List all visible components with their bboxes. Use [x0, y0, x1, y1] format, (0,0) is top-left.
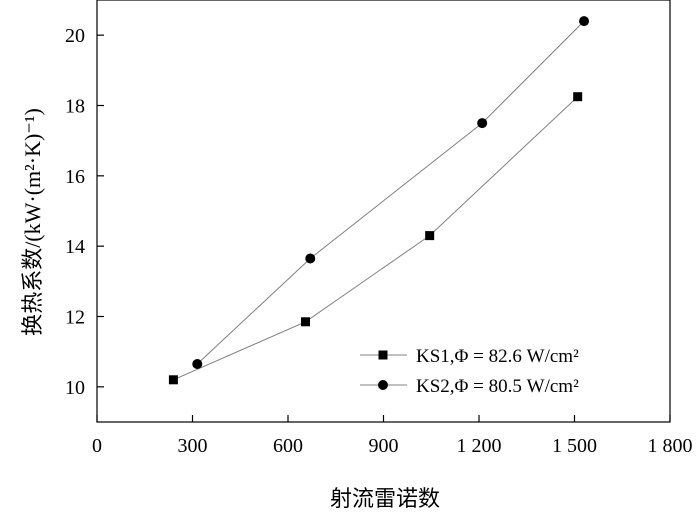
legend-label: KS1,Φ = 82.6 W/cm²: [416, 346, 579, 367]
x-tick-label: 300: [178, 435, 208, 457]
y-tick-label: 10: [65, 377, 85, 399]
legend-label: KS2,Φ = 80.5 W/cm²: [416, 376, 579, 397]
series-2-point: [579, 16, 590, 27]
series-markers: [168, 16, 590, 385]
legend-marker: [378, 380, 388, 390]
y-tick-label: 16: [65, 166, 85, 188]
series-1-point: [573, 92, 583, 102]
legend: KS1,Φ = 82.6 W/cm² KS2,Φ = 80.5 W/cm²: [360, 346, 579, 397]
y-tick-label: 18: [65, 96, 85, 118]
series-2-point: [192, 358, 203, 369]
y-tick-label: 12: [65, 307, 85, 329]
x-tick-label: 1 800: [648, 435, 693, 457]
x-axis-ticks: 0 300 600 900 1 200 1 500 1 800: [92, 415, 693, 457]
x-tick-label: 600: [273, 435, 303, 457]
y-tick-label: 20: [65, 25, 85, 47]
x-tick-label: 0: [92, 435, 102, 457]
y-tick-label: 14: [65, 236, 85, 258]
series-line-2: [196, 20, 585, 365]
x-tick-label: 1 200: [457, 435, 502, 457]
series-lines: [173, 20, 585, 381]
series-1-point: [168, 375, 178, 385]
y-axis-ticks: 10 12 14 16 18 20: [65, 25, 104, 399]
x-tick-label: 1 500: [552, 435, 597, 457]
series-2-point: [477, 118, 488, 129]
legend-marker: [378, 350, 388, 360]
series-line-1: [173, 96, 579, 381]
series-1-point: [425, 231, 435, 241]
x-tick-label: 900: [369, 435, 399, 457]
y-axis-title: 换热系数/(kW·(m²·K)⁻¹): [20, 108, 45, 336]
x-axis-title: 射流雷诺数: [330, 486, 440, 511]
series-1-point: [301, 317, 311, 327]
series-2-point: [305, 253, 316, 264]
